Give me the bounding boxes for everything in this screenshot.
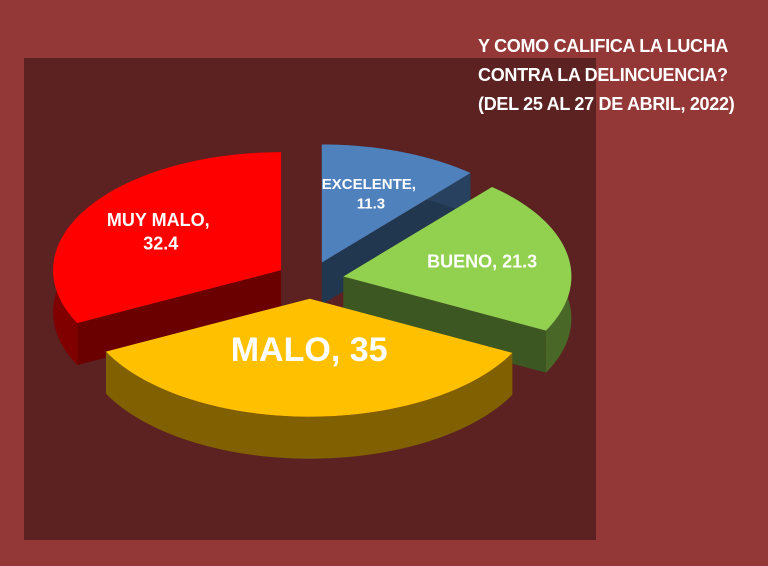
data-label: EXCELENTE, 11.3 [322,176,420,213]
data-label: BUENO, 21.3 [427,251,537,271]
data-label: MALO, 35 [231,331,388,369]
data-label: MUY MALO, 32.4 [107,210,215,253]
chart-title: Y COMO CALIFICA LA LUCHA CONTRA LA DELIN… [478,36,735,114]
label-line: 32.4 [143,233,178,253]
pie-slice [105,298,513,459]
label-line: MUY MALO, [107,210,215,230]
pie-slice [53,152,282,366]
slice-top [321,144,471,263]
slice-top [53,152,282,324]
label-line: EXCELENTE, [322,176,420,193]
slice-top [105,298,513,417]
slice-top [343,186,572,331]
label-line: 11.3 [357,195,385,212]
slice-side [105,351,513,459]
slice-wall [77,270,282,366]
